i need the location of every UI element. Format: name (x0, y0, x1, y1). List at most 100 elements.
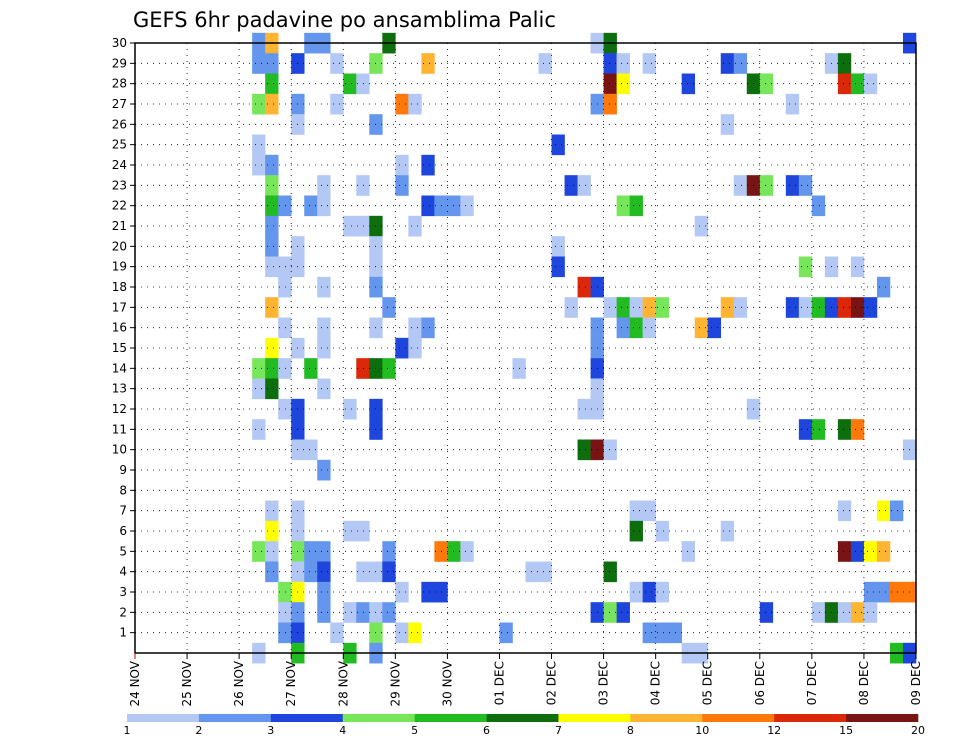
heatmap-cell (785, 175, 800, 196)
colorbar-label: 20 (911, 724, 925, 737)
colorbar-label: 8 (627, 724, 634, 737)
heatmap-cell (265, 358, 279, 379)
heatmap-cell (525, 561, 539, 583)
heatmap-cell (642, 581, 656, 603)
heatmap-cell (278, 195, 292, 217)
heatmap-cell (850, 541, 865, 562)
heatmap-cell (889, 581, 904, 603)
heatmap-cell (629, 520, 643, 542)
y-tick-label: 30 (112, 36, 127, 50)
x-tick-label: 06 DEC (753, 661, 767, 705)
colorbar-label: 1 (124, 724, 131, 737)
heatmap-cell (863, 297, 878, 318)
heatmap-cell (642, 317, 656, 339)
y-tick-label: 21 (112, 219, 127, 233)
heatmap-cell (382, 602, 396, 623)
heatmap-cell (265, 378, 279, 400)
heatmap-cell (356, 561, 370, 583)
heatmap-cell (343, 602, 357, 623)
y-tick-label: 1 (119, 626, 127, 640)
heatmap-cell (382, 358, 396, 379)
heatmap-cell (655, 520, 669, 542)
heatmap-cell (447, 541, 461, 562)
heatmap-cell (863, 581, 878, 603)
y-tick-label: 4 (119, 565, 127, 579)
heatmap-cell (265, 53, 279, 74)
heatmap-cell (330, 622, 344, 644)
heatmap-cell (317, 195, 331, 217)
heatmap-cell (577, 276, 591, 298)
heatmap-cell (304, 195, 318, 217)
x-tick-label: 08 DEC (857, 661, 871, 705)
heatmap-cell (616, 317, 630, 339)
x-tick-label: 04 DEC (649, 661, 663, 705)
x-tick-label: 30 NOV (440, 660, 454, 706)
heatmap-cell (616, 73, 630, 95)
heatmap-cell (707, 317, 722, 339)
heatmap-cell (837, 419, 852, 440)
heatmap-cell (252, 541, 266, 562)
heatmap-cell (694, 215, 709, 237)
heatmap-cell (642, 297, 656, 318)
heatmap-cell (356, 73, 370, 95)
heatmap-cell (278, 398, 292, 420)
heatmap-cell (798, 175, 813, 196)
heatmap-cell (603, 53, 617, 74)
heatmap-cell (850, 602, 865, 623)
heatmap-cell (850, 73, 865, 95)
heatmap-cell (265, 93, 279, 115)
heatmap-cell (408, 317, 422, 339)
heatmap-cell (720, 297, 735, 318)
heatmap-cell (837, 500, 852, 522)
heatmap-cell (564, 175, 578, 196)
x-tick-label: 28 NOV (336, 660, 350, 706)
heatmap-cell (863, 73, 878, 95)
heatmap-cell (811, 297, 826, 318)
y-tick-label: 22 (112, 199, 127, 213)
y-tick-label: 8 (119, 483, 127, 497)
heatmap-cell (447, 195, 461, 217)
heatmap-cell (317, 337, 331, 359)
heatmap-cell (395, 93, 409, 115)
heatmap-cell (304, 561, 318, 583)
heatmap-cell (421, 317, 435, 339)
heatmap-cell (603, 439, 617, 461)
y-tick-label: 10 (112, 443, 127, 457)
colorbar-swatch (342, 714, 415, 722)
heatmap-cell (278, 256, 292, 278)
heatmap-cell (317, 459, 331, 481)
heatmap-cell (603, 73, 617, 95)
y-tick-label: 26 (112, 117, 127, 131)
x-tick-label: 24 NOV (128, 660, 142, 706)
heatmap-cell (811, 419, 826, 440)
heatmap-cell (421, 581, 435, 603)
heatmap-cell (889, 500, 904, 522)
heatmap-cell (850, 297, 865, 318)
heatmap-cell (616, 53, 630, 74)
y-tick-label: 20 (112, 239, 127, 253)
heatmap-cell (265, 215, 279, 237)
heatmap-cell (850, 419, 865, 440)
heatmap-cell (382, 561, 396, 583)
heatmap-cell (408, 337, 422, 359)
heatmap-cell (837, 73, 852, 95)
heatmap-cell (538, 53, 552, 74)
heatmap-cell (811, 602, 826, 623)
heatmap-cell (317, 541, 331, 562)
colorbar-label: 4 (339, 724, 346, 737)
heatmap-cell (616, 602, 630, 623)
heatmap-cell (265, 236, 279, 257)
heatmap-cell (785, 297, 800, 318)
heatmap-cell (876, 276, 891, 298)
colorbar-label: 12 (767, 724, 781, 737)
colorbar-label: 15 (839, 724, 853, 737)
y-tick-label: 27 (112, 97, 127, 111)
colorbar-swatch (702, 714, 775, 722)
heatmap-cell (863, 541, 878, 562)
heatmap-cell (733, 53, 748, 74)
heatmap-cell (265, 297, 279, 318)
heatmap-cell (603, 297, 617, 318)
colorbar-label: 6 (483, 724, 490, 737)
heatmap-cell (642, 500, 656, 522)
